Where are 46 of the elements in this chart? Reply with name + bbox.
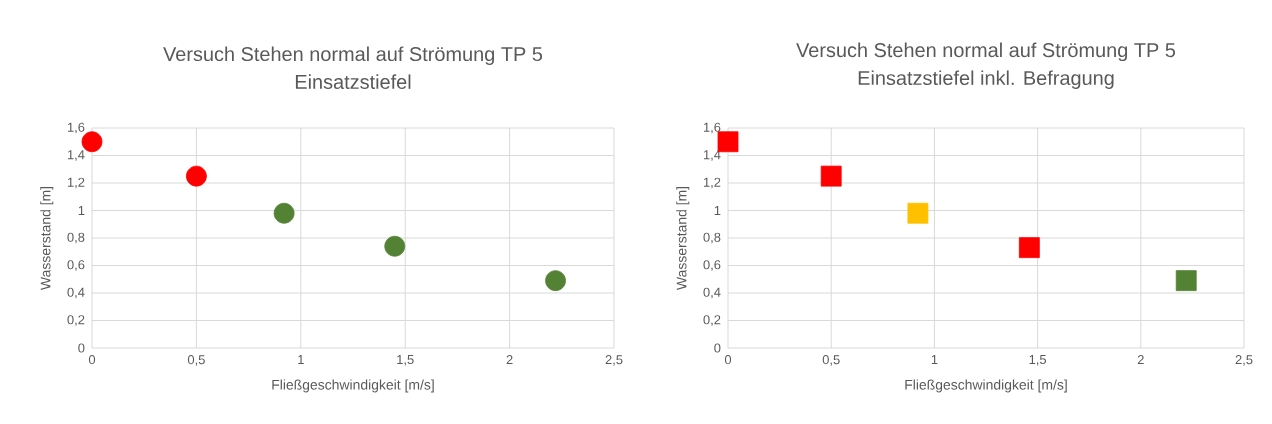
y-tick-label: 1,6 bbox=[67, 122, 85, 134]
y-tick-label: 1,2 bbox=[703, 177, 721, 189]
x-tick-label: 0,5 bbox=[187, 355, 205, 366]
y-tick-label: 0,6 bbox=[703, 260, 721, 271]
x-tick-label: 2,5 bbox=[605, 355, 623, 366]
x-tick-label: 1,5 bbox=[1029, 355, 1047, 366]
y-tick-label: 0 bbox=[714, 343, 721, 353]
x-axis-title: Fließgeschwindigkeit [m/s] bbox=[905, 379, 1067, 393]
x-tick-label: 1,5 bbox=[397, 355, 414, 366]
y-axis-title: Wasserstand [m] bbox=[40, 186, 54, 290]
chart-title: Versuch Stehen normal auf Strömung TP 5 bbox=[163, 46, 543, 66]
x-tick-label: 0 bbox=[88, 355, 96, 365]
x-tick-label: 2 bbox=[1137, 355, 1144, 365]
y-axis-title: Wasserstand [m] bbox=[676, 186, 690, 290]
y-tick-label: 0,4 bbox=[703, 287, 721, 299]
y-tick-label: 1,4 bbox=[703, 150, 721, 161]
point bbox=[820, 165, 842, 187]
x-tick-label: 2,5 bbox=[1235, 355, 1253, 366]
y-tick-label: 0,2 bbox=[703, 315, 721, 326]
y-tick-label: 0,4 bbox=[67, 287, 85, 299]
y-tick-label: 0,2 bbox=[67, 315, 85, 326]
x-axis-title: Fließgeschwindigkeit [m/s] bbox=[272, 379, 434, 393]
y-tick-label: 0 bbox=[78, 343, 85, 353]
point bbox=[186, 165, 207, 187]
y-tick-label: 0,8 bbox=[703, 232, 721, 244]
point bbox=[384, 235, 406, 257]
x-tick-label: 0 bbox=[724, 355, 732, 365]
point bbox=[545, 270, 566, 292]
y-tick-label: 0,6 bbox=[67, 260, 85, 271]
x-tick-label: 0,5 bbox=[822, 355, 840, 366]
y-tick-label: 1 bbox=[78, 206, 85, 215]
y-tick-label: 1 bbox=[714, 206, 721, 215]
point bbox=[273, 202, 295, 224]
y-tick-label: 1,6 bbox=[703, 122, 721, 134]
y-tick-label: 1,4 bbox=[67, 150, 85, 161]
chart-subtitle: Einsatzstiefel inkl. Befragung bbox=[858, 70, 1114, 89]
chart-title: Versuch Stehen normal auf Strömung TP 5 bbox=[796, 42, 1176, 62]
x-tick-label: 1 bbox=[931, 355, 938, 364]
x-tick-label: 2 bbox=[506, 355, 513, 365]
y-tick-label: 1,2 bbox=[67, 177, 85, 189]
chart-subtitle: Einsatzstiefel bbox=[295, 74, 411, 89]
point bbox=[907, 202, 929, 224]
y-tick-label: 0,8 bbox=[67, 232, 85, 244]
point bbox=[1018, 237, 1040, 259]
x-tick-label: 1 bbox=[298, 355, 304, 364]
point bbox=[1175, 270, 1197, 292]
